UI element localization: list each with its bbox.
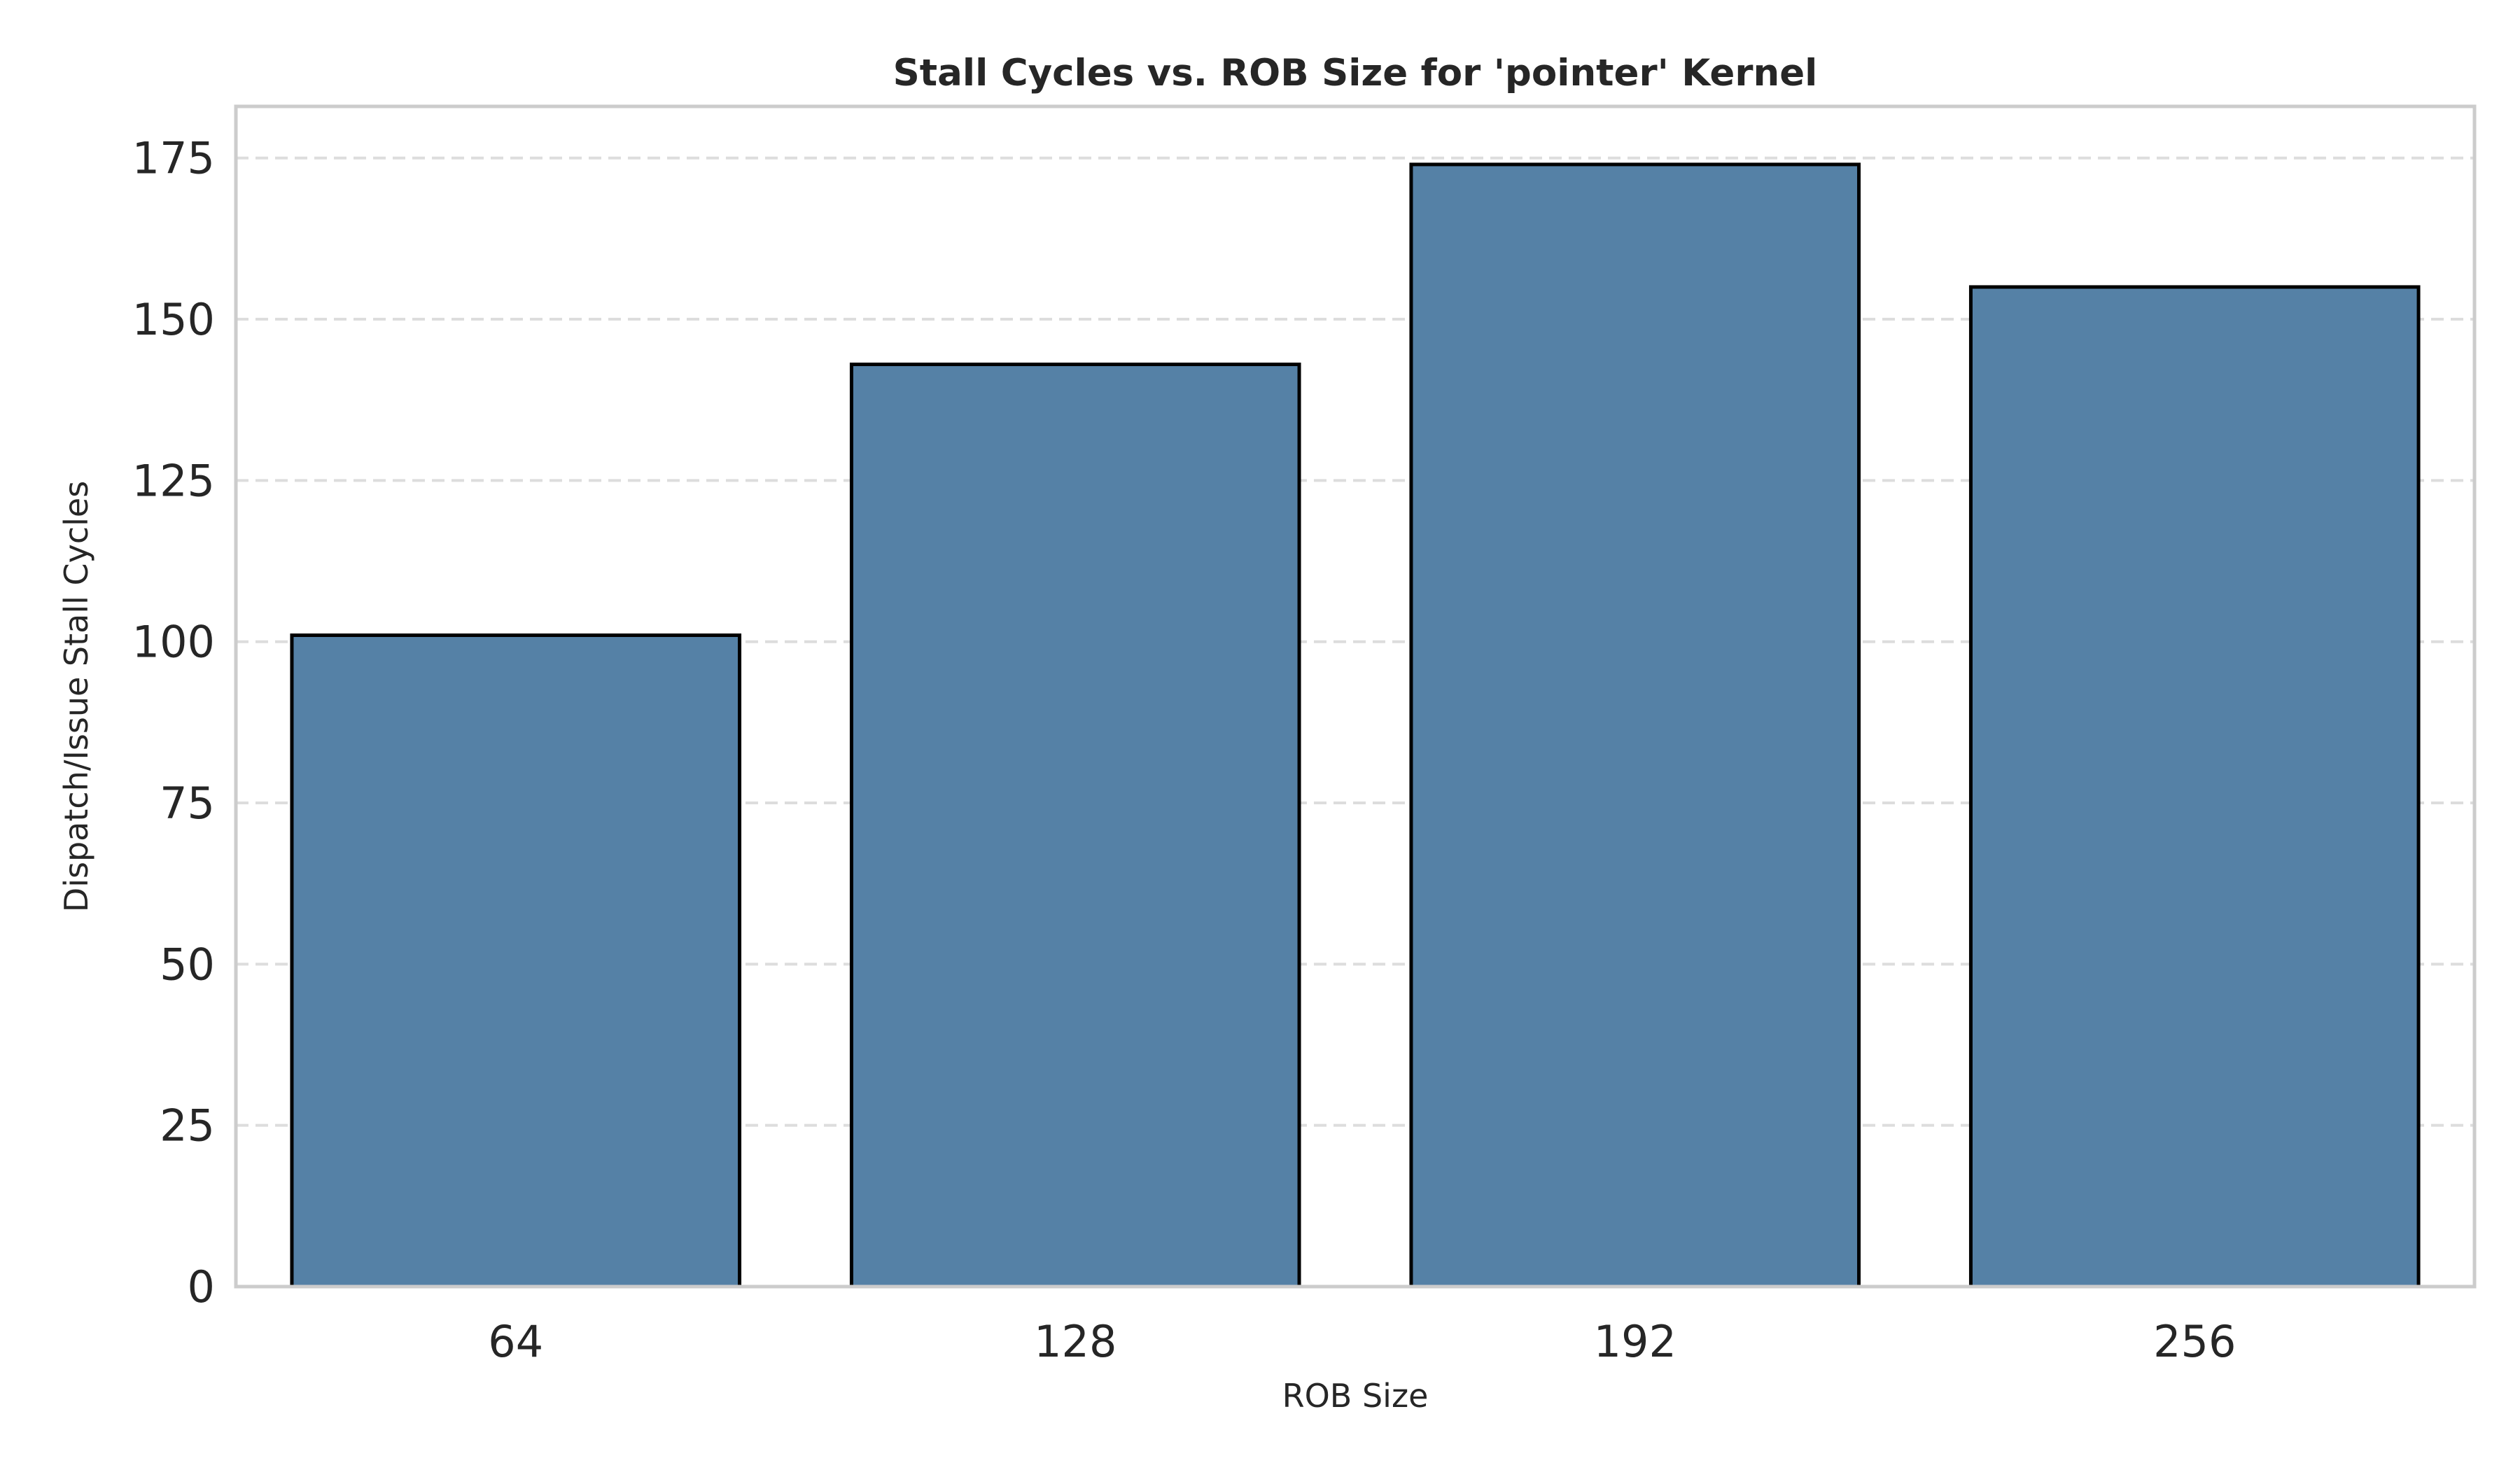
y-tick-label-50: 50 (160, 939, 215, 990)
x-tick-label-256: 256 (2153, 1316, 2236, 1367)
y-tick-label-175: 175 (132, 133, 215, 184)
bar-256 (1968, 285, 2421, 1289)
y-tick-label-0: 0 (188, 1261, 215, 1312)
x-tick-label-192: 192 (1594, 1316, 1676, 1367)
y-axis-label: Dispatch/Issue Stall Cycles (57, 481, 95, 912)
bar-192 (1409, 162, 1861, 1289)
chart-title: Stall Cycles vs. ROB Size for 'pointer' … (893, 52, 1818, 94)
plot-frame (234, 104, 2477, 1289)
y-tick-labels: 0 25 50 75 100 125 150 175 (132, 133, 215, 1312)
x-tick-label-64: 64 (488, 1316, 543, 1367)
y-tick-label-150: 150 (132, 294, 215, 345)
x-tick-labels: 64 128 192 256 (488, 1316, 2236, 1367)
y-tick-label-75: 75 (160, 778, 215, 829)
y-tick-label-25: 25 (160, 1100, 215, 1152)
x-axis-label: ROB Size (1282, 1377, 1429, 1415)
y-tick-label-125: 125 (132, 455, 215, 506)
bar-64 (290, 633, 742, 1289)
x-tick-label-128: 128 (1034, 1316, 1116, 1367)
bar-128 (849, 363, 1301, 1289)
y-tick-label-100: 100 (132, 617, 215, 668)
